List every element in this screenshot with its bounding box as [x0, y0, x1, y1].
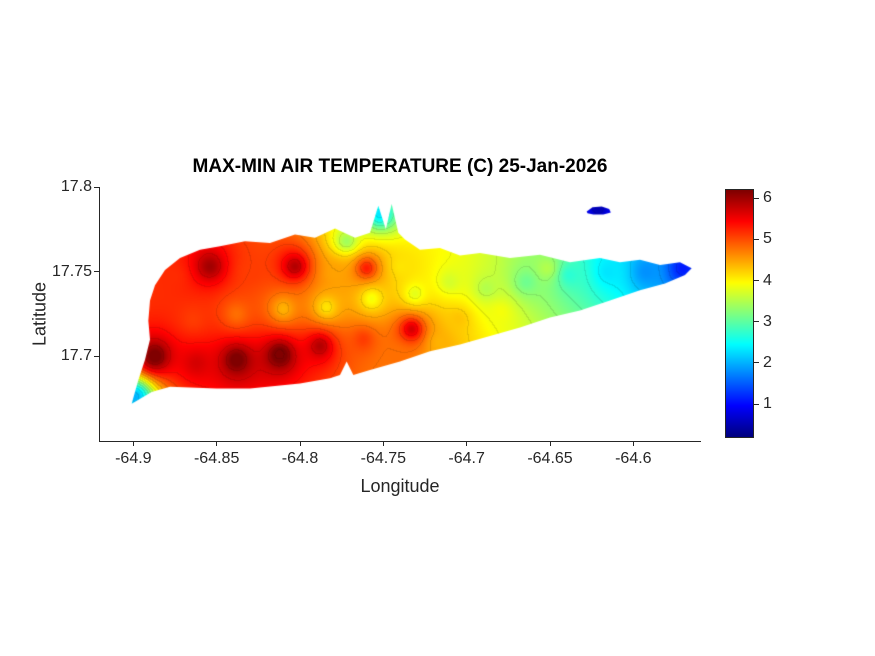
y-axis-line — [99, 187, 100, 442]
x-tick-label: -64.9 — [115, 450, 152, 467]
x-tick-mark — [549, 441, 551, 446]
x-axis-label: Longitude — [360, 476, 440, 496]
colorbar-tick-mark — [754, 362, 759, 364]
y-tick-mark — [94, 355, 100, 357]
x-tick-label: -64.8 — [281, 450, 319, 467]
colorbar-tick-label: 2 — [763, 353, 772, 371]
x-tick-mark — [132, 441, 134, 446]
colorbar-tick-label: 6 — [763, 189, 772, 207]
y-tick-label: 17.8 — [60, 178, 92, 195]
x-tick-mark — [466, 441, 468, 446]
colorbar-tick-label: 1 — [763, 395, 772, 413]
colorbar-tick-mark — [754, 403, 759, 405]
x-tick-label: -64.7 — [448, 450, 485, 467]
x-axis-line — [99, 441, 701, 442]
colorbar-frame — [725, 189, 754, 438]
y-tick-label: 17.75 — [51, 262, 92, 280]
heatmap-canvas — [100, 187, 700, 441]
colorbar-tick-mark — [754, 238, 759, 240]
x-tick-label: -64.6 — [615, 450, 652, 467]
colorbar-tick-label: 4 — [763, 271, 772, 289]
colorbar-tick-label: 5 — [763, 230, 772, 248]
x-tick-label: -64.85 — [193, 450, 240, 467]
x-tick-label: -64.65 — [527, 450, 573, 467]
colorbar-tick-label: 3 — [763, 312, 772, 330]
x-tick-label: -64.75 — [360, 450, 407, 467]
y-tick-mark — [94, 271, 100, 273]
x-tick-mark — [216, 441, 218, 446]
colorbar-tick-mark — [754, 321, 759, 323]
y-tick-mark — [94, 186, 100, 188]
y-tick-label: 17.7 — [60, 347, 92, 365]
y-axis-label: Latitude — [29, 281, 50, 347]
colorbar-tick-mark — [754, 197, 759, 199]
x-tick-mark — [632, 441, 634, 446]
colorbar-canvas — [726, 190, 753, 437]
chart-title: MAX-MIN AIR TEMPERATURE (C) 25-Jan-2026 — [192, 156, 608, 177]
colorbar-tick-mark — [754, 280, 759, 282]
x-tick-mark — [382, 441, 384, 446]
x-tick-mark — [299, 441, 301, 446]
